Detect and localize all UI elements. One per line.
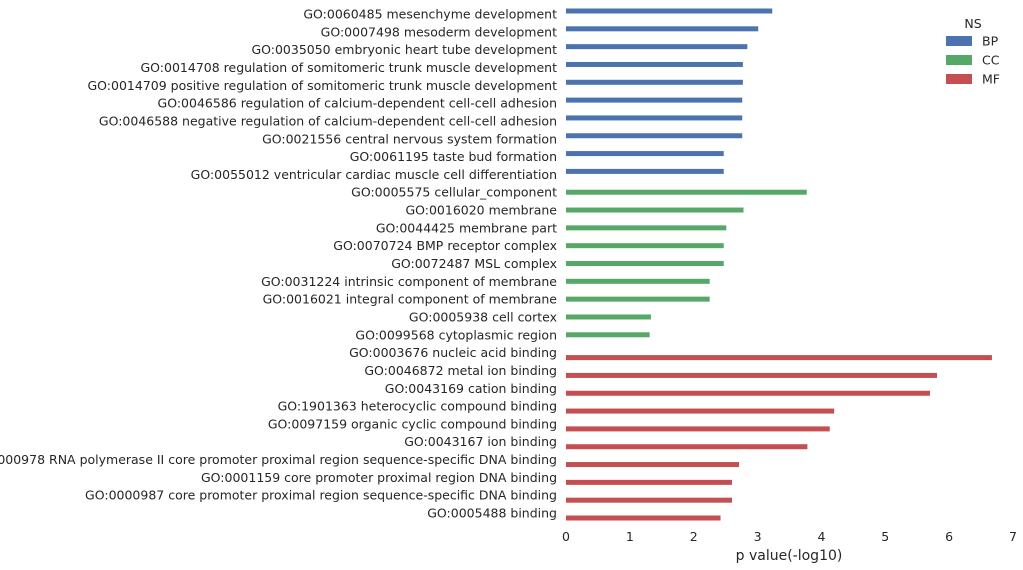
bar-bp [566, 26, 759, 32]
category-label: GO:0005575 cellular_component [351, 185, 557, 200]
bar-mf [566, 479, 733, 485]
category-label: GO:0046872 metal ion binding [364, 363, 557, 378]
legend: NS BP CC MF [946, 16, 1000, 87]
bar-cc [566, 314, 651, 320]
legend-title: NS [964, 16, 981, 31]
bars-group [566, 8, 992, 521]
legend-label-bp: BP [982, 34, 999, 49]
category-label: GO:1901363 heterocyclic compound binding [278, 399, 557, 414]
category-label: GO:0072487 MSL complex [391, 256, 557, 271]
category-label: GO:0021556 central nervous system format… [262, 131, 557, 146]
category-label: GO:0060485 mesenchyme development [303, 7, 557, 22]
legend-swatch-mf [946, 74, 972, 84]
category-label: GO:0000978 RNA polymerase II core promot… [0, 452, 557, 467]
category-label: GO:0035050 embryonic heart tube developm… [251, 42, 557, 57]
bar-cc [566, 261, 724, 266]
legend-label-mf: MF [982, 72, 1000, 87]
category-label: GO:0044425 membrane part [376, 220, 557, 235]
bar-mf [566, 390, 930, 396]
x-tick-label: 5 [881, 529, 889, 544]
bar-mf [566, 372, 938, 378]
category-label: GO:0003676 nucleic acid binding [349, 345, 557, 360]
bar-bp [566, 115, 743, 121]
category-label: GO:0046588 negative regulation of calciu… [99, 113, 557, 128]
bar-bp [566, 97, 743, 103]
category-label: GO:0016020 membrane [405, 203, 557, 218]
bar-bp [566, 168, 724, 174]
category-label: GO:0007498 mesoderm development [321, 24, 557, 39]
category-label: GO:0014709 positive regulation of somito… [87, 78, 557, 93]
bar-mf [566, 444, 808, 450]
category-label: GO:0055012 ventricular cardiac muscle ce… [191, 167, 557, 182]
bar-cc [566, 225, 727, 231]
bar-mf [566, 426, 830, 432]
category-label: GO:0043169 cation binding [385, 381, 557, 396]
category-label: GO:0031224 intrinsic component of membra… [261, 274, 557, 289]
category-label: GO:0000987 core promoter proximal region… [85, 488, 557, 503]
legend-swatch-bp [946, 36, 972, 46]
category-label: GO:0016021 integral component of membran… [263, 292, 558, 307]
x-tick-label: 1 [626, 529, 634, 544]
category-label: GO:0005938 cell cortex [409, 309, 557, 324]
bar-mf [566, 462, 740, 468]
x-tick-label: 6 [945, 529, 953, 544]
category-label: GO:0046586 regulation of calcium-depende… [158, 96, 557, 111]
x-tick-label: 0 [562, 529, 570, 544]
bar-cc [566, 243, 724, 249]
bar-cc [566, 278, 710, 284]
x-axis-ticks: 0 1 2 3 4 5 6 7 [562, 529, 1017, 544]
x-axis-label: p value(-log10) [736, 548, 843, 564]
bar-bp [566, 133, 743, 139]
category-label: GO:0001159 core promoter proximal region… [201, 470, 557, 485]
category-labels: GO:0060485 mesenchyme development GO:0007… [0, 7, 557, 521]
bar-cc [566, 207, 744, 213]
category-label: GO:0070724 BMP receptor complex [333, 238, 557, 253]
category-label: GO:0005488 binding [427, 506, 557, 521]
bar-bp [566, 79, 743, 85]
bar-bp [566, 8, 773, 14]
category-label: GO:0099568 cytoplasmic region [355, 327, 557, 342]
category-label: GO:0061195 taste bud formation [350, 149, 557, 164]
category-label: GO:0043167 ion binding [404, 434, 557, 449]
x-tick-label: 3 [754, 529, 762, 544]
bar-bp [566, 61, 743, 67]
x-tick-label: 2 [690, 529, 698, 544]
bar-mf [566, 515, 721, 521]
x-tick-label: 4 [817, 529, 825, 544]
x-tick-label: 7 [1009, 529, 1017, 544]
bar-mf [566, 408, 835, 414]
bar-bp [566, 151, 724, 157]
category-label: GO:0014708 regulation of somitomeric tru… [140, 60, 557, 75]
legend-swatch-cc [946, 55, 972, 65]
bar-bp [566, 44, 748, 50]
category-label: GO:0097159 organic cyclic compound bindi… [268, 416, 557, 431]
bar-mf [566, 497, 733, 503]
bar-cc [566, 296, 710, 302]
legend-label-cc: CC [982, 53, 1000, 68]
bar-mf [566, 355, 992, 361]
bar-cc [566, 189, 807, 195]
bar-cc [566, 332, 650, 338]
